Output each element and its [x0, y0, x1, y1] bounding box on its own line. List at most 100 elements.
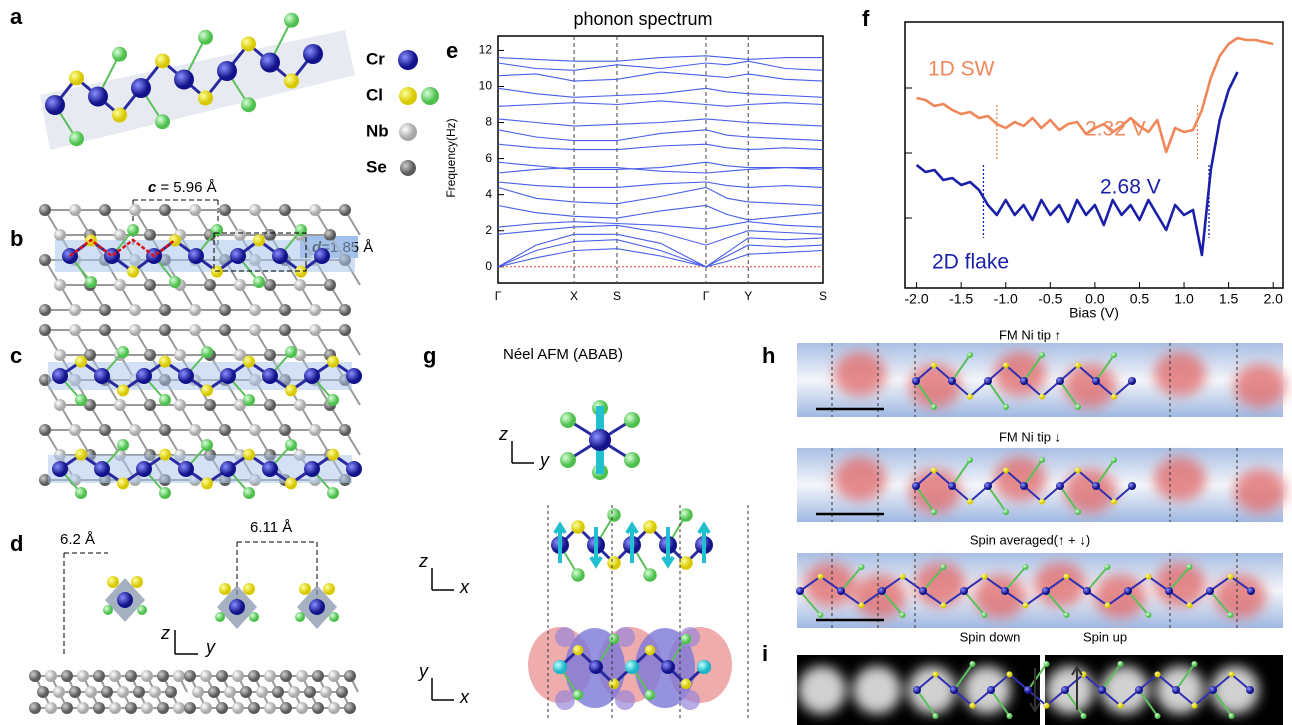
atom — [131, 78, 151, 98]
atom — [304, 368, 320, 384]
chain-cross-section — [103, 576, 147, 622]
atom — [1229, 671, 1235, 677]
chart-title: phonon spectrum — [573, 9, 712, 29]
atom — [328, 702, 340, 714]
atom — [279, 304, 291, 316]
y-tick-label: 10 — [479, 79, 493, 93]
atom — [178, 368, 194, 384]
atom — [933, 713, 939, 719]
atom — [1111, 352, 1117, 358]
atom-icon — [400, 160, 416, 176]
atom — [553, 660, 567, 674]
atom — [1023, 564, 1029, 570]
panel-label: i — [762, 641, 768, 666]
y-tick-label: 6 — [485, 151, 492, 165]
atom — [336, 686, 348, 698]
atom — [129, 424, 141, 436]
atom — [323, 583, 335, 595]
atom — [54, 399, 66, 411]
x-tick-label: Y — [744, 289, 752, 303]
atom — [37, 686, 49, 698]
x-tick-label: -1.0 — [994, 291, 1018, 307]
phonon-band — [498, 119, 823, 126]
phonon-band — [498, 56, 823, 61]
atom — [201, 384, 213, 396]
atom — [607, 508, 621, 522]
atom — [1056, 482, 1064, 490]
atom — [284, 13, 299, 28]
atom — [320, 686, 332, 698]
value: = 5.96 Å — [160, 179, 216, 196]
atom — [1039, 394, 1045, 400]
phonon-band — [498, 61, 823, 70]
orbital-lobe — [555, 627, 575, 647]
atom — [624, 452, 640, 468]
signal-blob — [854, 575, 906, 619]
atom — [1209, 686, 1217, 694]
atom — [117, 686, 129, 698]
atom — [1003, 362, 1009, 368]
atom — [61, 670, 73, 682]
atom — [344, 670, 356, 682]
atom — [208, 686, 220, 698]
atom — [643, 520, 657, 534]
atom — [232, 670, 244, 682]
atom — [279, 424, 291, 436]
atom — [54, 279, 66, 291]
atom — [75, 487, 87, 499]
atom — [1064, 612, 1070, 618]
atom — [1075, 362, 1081, 368]
atom — [309, 424, 321, 436]
atom — [571, 568, 585, 582]
phonon-band — [498, 101, 823, 106]
atom — [129, 324, 141, 336]
atom — [117, 384, 129, 396]
atom — [285, 439, 297, 451]
atom — [948, 482, 956, 490]
spacing-label: c= 5.96 Å — [148, 179, 217, 196]
atom — [324, 229, 336, 241]
atom — [339, 324, 351, 336]
sts-curve — [917, 72, 1238, 255]
orbital-lobe — [615, 690, 635, 710]
atom — [859, 602, 865, 608]
atom — [219, 304, 231, 316]
atom — [1229, 713, 1235, 719]
axis-name: x — [459, 577, 470, 597]
atom — [328, 670, 340, 682]
atom-icon — [399, 123, 417, 141]
signal-blob — [909, 364, 961, 408]
atom — [114, 229, 126, 241]
atom — [94, 368, 110, 384]
atom — [54, 349, 66, 361]
signal-blob — [1214, 575, 1266, 619]
atom — [29, 702, 41, 714]
atom — [607, 556, 621, 570]
atom — [309, 599, 325, 615]
atom — [159, 324, 171, 336]
atom — [136, 461, 152, 477]
y-tick-label: 2 — [485, 223, 492, 237]
atom — [643, 568, 657, 582]
strip-caption: Spin up — [1083, 629, 1127, 644]
chain-cross-section — [215, 583, 259, 629]
atom — [609, 679, 620, 690]
atom — [77, 670, 89, 682]
panel-label: a — [10, 4, 23, 29]
atom — [344, 702, 356, 714]
atom — [571, 520, 585, 534]
atom — [69, 424, 81, 436]
atom — [243, 394, 255, 406]
atom — [216, 702, 228, 714]
atom — [573, 645, 584, 656]
atom — [204, 399, 216, 411]
substrate-lattice — [184, 670, 358, 714]
atom — [912, 482, 920, 490]
atom — [1056, 377, 1064, 385]
atom — [312, 670, 324, 682]
atom — [241, 97, 256, 112]
atom — [329, 612, 339, 622]
atom — [609, 634, 620, 645]
signal-blob — [853, 666, 901, 714]
atom — [220, 461, 236, 477]
